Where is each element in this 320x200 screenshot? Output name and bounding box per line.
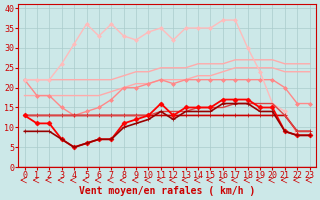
X-axis label: Vent moyen/en rafales ( km/h ): Vent moyen/en rafales ( km/h ) [79,186,255,196]
